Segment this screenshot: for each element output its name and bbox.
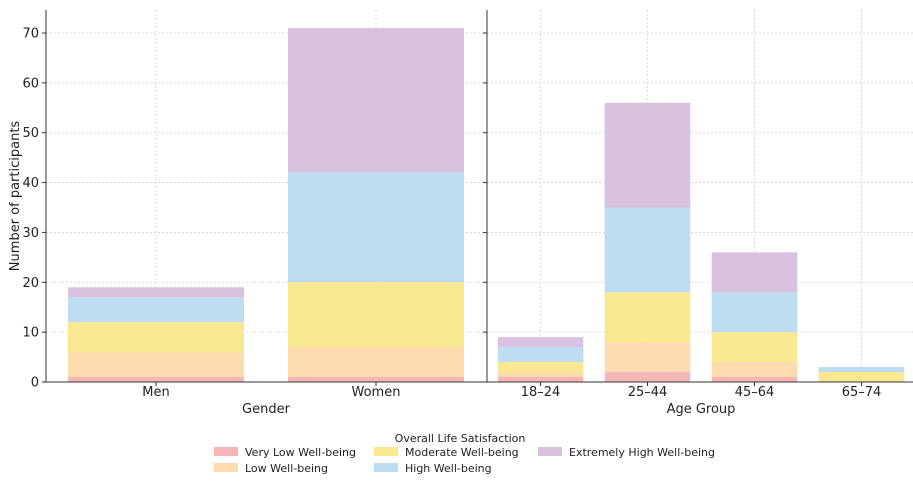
y-tick-label: 40 (22, 176, 39, 191)
bar-segment (68, 377, 244, 382)
bar-segment (604, 292, 691, 343)
legend-swatch (538, 447, 562, 456)
y-tick-label: 60 (22, 76, 39, 91)
bar-segment (288, 172, 464, 283)
bar-segment (711, 377, 798, 382)
y-tick-label: 70 (22, 27, 39, 42)
y-axis-title: Number of participants (8, 121, 23, 272)
bar-segment (818, 367, 905, 373)
bar-segment (68, 322, 244, 353)
legend-label: Moderate Well-being (405, 446, 519, 459)
bar-segment (497, 337, 584, 348)
y-tick-label: 0 (31, 376, 39, 391)
legend-swatch (214, 463, 238, 472)
legend-label: Very Low Well-being (245, 446, 356, 459)
bar-segment (68, 287, 244, 298)
legend-swatch (374, 463, 398, 472)
bar-segment (497, 372, 584, 378)
legend-title: Overall Life Satisfaction (395, 432, 526, 445)
bar-segment (497, 362, 584, 373)
bar-segment (711, 252, 798, 293)
bar-segment (604, 342, 691, 373)
x-tick-label: 45–64 (735, 385, 775, 400)
legend-swatch (214, 447, 238, 456)
bar-segment (604, 207, 691, 293)
legend-swatch (374, 447, 398, 456)
bar-segment (68, 297, 244, 323)
x-axis-title: Age Group (667, 402, 736, 417)
legend-label: Extremely High Well-being (569, 446, 715, 459)
x-tick-label: Women (352, 385, 401, 400)
bar-segment (711, 332, 798, 363)
legend-label: High Well-being (405, 462, 492, 475)
bar-segment (604, 372, 691, 382)
bar-segment (711, 362, 798, 378)
x-tick-label: Men (142, 385, 169, 400)
bar-segment (604, 102, 691, 208)
bar-segment (711, 292, 798, 333)
bar-segment (497, 377, 584, 382)
chart-panel-1 (42, 10, 486, 386)
bar-segment (288, 282, 464, 348)
bar-segment (68, 352, 244, 378)
bar-segment (497, 347, 584, 363)
x-axis-title: Gender (242, 402, 291, 417)
bar-segment (288, 377, 464, 382)
legend-label: Low Well-being (245, 462, 328, 475)
x-tick-label: 18–24 (521, 385, 561, 400)
x-tick-label: 65–74 (842, 385, 882, 400)
y-tick-label: 50 (22, 126, 39, 141)
x-tick-label: 25–44 (628, 385, 668, 400)
bar-segment (288, 347, 464, 378)
chart-panel-2 (483, 10, 913, 386)
bar-segment (818, 372, 905, 382)
bar-segment (288, 28, 464, 173)
y-tick-label: 10 (22, 326, 39, 341)
y-tick-label: 30 (22, 226, 39, 241)
y-tick-label: 20 (22, 276, 39, 291)
